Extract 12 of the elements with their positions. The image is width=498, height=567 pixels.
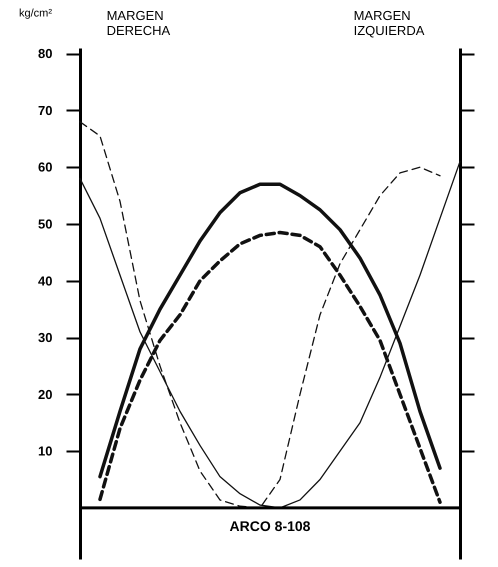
y-tick-label: 70 [38, 102, 52, 118]
y-tick-label: 60 [38, 160, 52, 175]
y-tick-label: 50 [38, 216, 52, 232]
y-tick-label: 30 [38, 330, 52, 346]
x-axis-title: ARCO 8-108 [230, 518, 311, 534]
y-tick-label: 40 [38, 273, 52, 288]
y-tick-label: 20 [38, 386, 52, 402]
text: MARGEN DERECHA [106, 8, 170, 38]
y-tick-label: 10 [38, 444, 52, 459]
y-axis-title: kg/cm² [19, 8, 52, 20]
y-tick-label: 80 [38, 46, 52, 62]
text: MARGEN IZQUIERDA [354, 8, 425, 38]
